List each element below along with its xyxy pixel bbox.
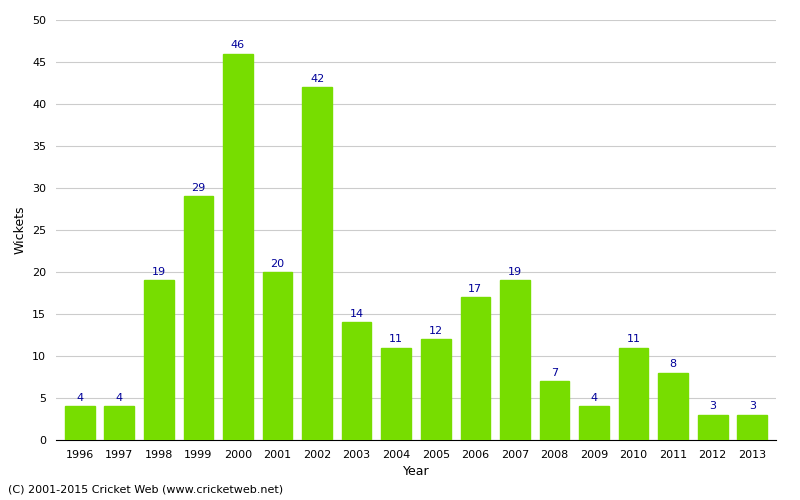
Text: 3: 3 bbox=[749, 402, 756, 411]
Text: 8: 8 bbox=[670, 360, 677, 370]
Bar bbox=[105, 406, 134, 440]
X-axis label: Year: Year bbox=[402, 466, 430, 478]
Bar bbox=[65, 406, 94, 440]
Bar bbox=[540, 381, 570, 440]
Bar bbox=[698, 415, 727, 440]
Text: 4: 4 bbox=[590, 393, 598, 403]
Bar bbox=[658, 373, 688, 440]
Bar bbox=[342, 322, 371, 440]
Bar bbox=[183, 196, 214, 440]
Text: 3: 3 bbox=[710, 402, 716, 411]
Bar bbox=[302, 87, 332, 440]
Text: (C) 2001-2015 Cricket Web (www.cricketweb.net): (C) 2001-2015 Cricket Web (www.cricketwe… bbox=[8, 485, 283, 495]
Bar bbox=[500, 280, 530, 440]
Bar bbox=[579, 406, 609, 440]
Bar bbox=[421, 339, 450, 440]
Text: 4: 4 bbox=[76, 393, 83, 403]
Text: 29: 29 bbox=[191, 183, 206, 193]
Text: 19: 19 bbox=[508, 267, 522, 277]
Bar bbox=[223, 54, 253, 440]
Text: 19: 19 bbox=[152, 267, 166, 277]
Text: 17: 17 bbox=[468, 284, 482, 294]
Bar bbox=[461, 297, 490, 440]
Bar bbox=[144, 280, 174, 440]
Text: 42: 42 bbox=[310, 74, 324, 84]
Bar bbox=[262, 272, 292, 440]
Text: 14: 14 bbox=[350, 309, 364, 319]
Text: 46: 46 bbox=[231, 40, 245, 50]
Text: 11: 11 bbox=[626, 334, 641, 344]
Text: 4: 4 bbox=[116, 393, 123, 403]
Text: 11: 11 bbox=[390, 334, 403, 344]
Text: 20: 20 bbox=[270, 258, 285, 268]
Text: 12: 12 bbox=[429, 326, 443, 336]
Bar bbox=[738, 415, 767, 440]
Y-axis label: Wickets: Wickets bbox=[14, 206, 26, 254]
Bar bbox=[618, 348, 649, 440]
Text: 7: 7 bbox=[551, 368, 558, 378]
Bar bbox=[382, 348, 411, 440]
